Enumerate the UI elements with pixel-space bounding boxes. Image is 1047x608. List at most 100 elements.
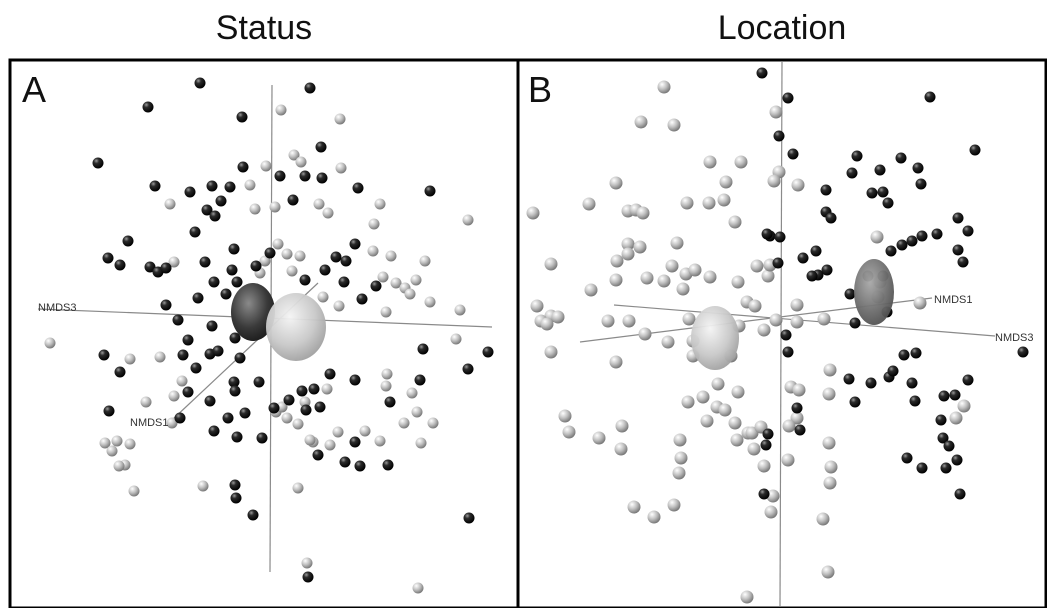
panel-a-black-point-9 — [206, 180, 218, 192]
panel-b-grey-point-89 — [615, 419, 629, 433]
panel-a-grey-point-69 — [374, 435, 386, 447]
panel-b-grey-point-16 — [526, 206, 540, 220]
panel-a-black-point-29 — [264, 247, 276, 259]
panel-b-grey-point-49 — [638, 327, 652, 341]
panel-a-black-point-75 — [204, 395, 216, 407]
panel-a-black-point-13 — [299, 170, 311, 182]
panel-b-grey-point-91 — [674, 451, 688, 465]
panel-b-black-point-44 — [898, 349, 910, 361]
panel-b-grey-point-74 — [822, 387, 836, 401]
panel-b-black-point-24 — [906, 235, 918, 247]
panel-a-black-point-76 — [256, 432, 268, 444]
panel-a-black-point-71 — [208, 425, 220, 437]
panel-a-grey-point-60 — [359, 425, 371, 437]
panel-a-grey-point-41 — [140, 396, 152, 408]
panel-a-grey-point-39 — [176, 375, 188, 387]
panel-a-grey-point-59 — [324, 439, 336, 451]
panel-a-grey-point-62 — [380, 380, 392, 392]
panel-a-black-point-89 — [247, 509, 259, 521]
panel-b-ellipse-grey — [691, 306, 739, 370]
panel-b-black-point-60 — [951, 454, 963, 466]
panel-a-black-point-88 — [230, 492, 242, 504]
panel-b-grey-point-86 — [558, 409, 572, 423]
panel-a-title: Status — [215, 9, 313, 47]
panel-a-black-point-11 — [237, 161, 249, 173]
panel-a-grey-point-42 — [166, 417, 178, 429]
panel-b-grey-point-53 — [661, 335, 675, 349]
panel-b-black-point-65 — [760, 439, 772, 451]
panel-a-grey-point-25 — [419, 255, 431, 267]
panel-b-points — [526, 67, 1029, 604]
panel-b-grey-point-39 — [640, 271, 654, 285]
panel-a-black-point-8 — [184, 186, 196, 198]
panel-a-black-point-28 — [228, 243, 240, 255]
panel-b-black-point-28 — [957, 256, 969, 268]
panel-a-black-point-17 — [424, 185, 436, 197]
panel-a-ellipse-grey — [266, 293, 326, 361]
panel-b-black-point-31 — [810, 245, 822, 257]
panel-a-grey-point-38 — [124, 353, 136, 365]
panel-a-black-point-15 — [287, 194, 299, 206]
panel-b-black-point-7 — [851, 150, 863, 162]
panel-b-grey-point-42 — [731, 275, 745, 289]
panel-b-grey-point-37 — [584, 283, 598, 297]
panel-a-black-point-10 — [224, 181, 236, 193]
panel-b-grey-point-48 — [622, 314, 636, 328]
panel-b-black-point-4 — [773, 130, 785, 142]
panel-a-grey-point-32 — [424, 296, 436, 308]
panel-a-grey-point-40 — [168, 390, 180, 402]
panel-a-grey-point-10 — [313, 198, 325, 210]
panel-a-black-point-85 — [312, 449, 324, 461]
panel-b-black-point-8 — [895, 152, 907, 164]
panel-a-black-point-65 — [414, 374, 426, 386]
panel-a-grey-point-7 — [244, 179, 256, 191]
panel-a-grey-point-71 — [412, 582, 424, 594]
panel-a-black-point-69 — [174, 412, 186, 424]
panel-b-grey-point-50 — [682, 312, 696, 326]
panel-b-black-point-27 — [952, 244, 964, 256]
panel-b-label: B — [528, 69, 552, 110]
panel-b-black-point-39 — [844, 288, 856, 300]
panel-b-grey-point-96 — [823, 476, 837, 490]
panel-a-grey-point-21 — [367, 245, 379, 257]
panel-a-black-point-48 — [356, 293, 368, 305]
panel-b-black-point-50 — [865, 377, 877, 389]
panel-a-grey-point-37 — [154, 351, 166, 363]
panel-a-black-point-36 — [340, 255, 352, 267]
panel-a-black-point-2 — [304, 82, 316, 94]
panel-a-points — [44, 77, 494, 594]
panel-a-grey-point-16 — [286, 265, 298, 277]
panel-b-grey-point-68 — [681, 395, 695, 409]
panel-b-black-point-23 — [931, 228, 943, 240]
panel-a-grey-point-33 — [454, 304, 466, 316]
panel-b-black-point-64 — [794, 424, 806, 436]
panel-a-black-point-1 — [194, 77, 206, 89]
panel-b-black-point-54 — [909, 395, 921, 407]
panel-b-grey-point-2 — [634, 115, 648, 129]
panel-a-black-point-20 — [215, 195, 227, 207]
panel-b-black-point-16 — [882, 197, 894, 209]
panel-a-black-point-33 — [208, 276, 220, 288]
panel-a-grey-point-67 — [411, 406, 423, 418]
panel-b-grey-point-106 — [816, 512, 830, 526]
panel-b-black-point-68 — [954, 488, 966, 500]
panel-b-black-point-57 — [935, 414, 947, 426]
panel-a-grey-point-72 — [304, 434, 316, 446]
panel-a-grey-point-50 — [197, 480, 209, 492]
panel-b-black-point-11 — [846, 167, 858, 179]
panel-a-black-point-68 — [182, 386, 194, 398]
panel-a-grey-point-5 — [335, 162, 347, 174]
panel-b-grey-point-88 — [592, 431, 606, 445]
panel-a-black-point-91 — [302, 571, 314, 583]
panel-b-black-point-29 — [896, 239, 908, 251]
panel-b-black-point-36 — [772, 257, 784, 269]
panel-b-black-point-42 — [780, 329, 792, 341]
panel-a-grey-point-58 — [332, 426, 344, 438]
panel-b-grey-point-108 — [740, 590, 754, 604]
panel-b-black-point-18 — [825, 212, 837, 224]
panel-a-grey-point-34 — [462, 214, 474, 226]
panel-b-grey-point-71 — [731, 385, 745, 399]
panel-a-black-point-81 — [339, 456, 351, 468]
panel-a-grey-point-3 — [288, 149, 300, 161]
panel-a-grey-point-43 — [99, 437, 111, 449]
